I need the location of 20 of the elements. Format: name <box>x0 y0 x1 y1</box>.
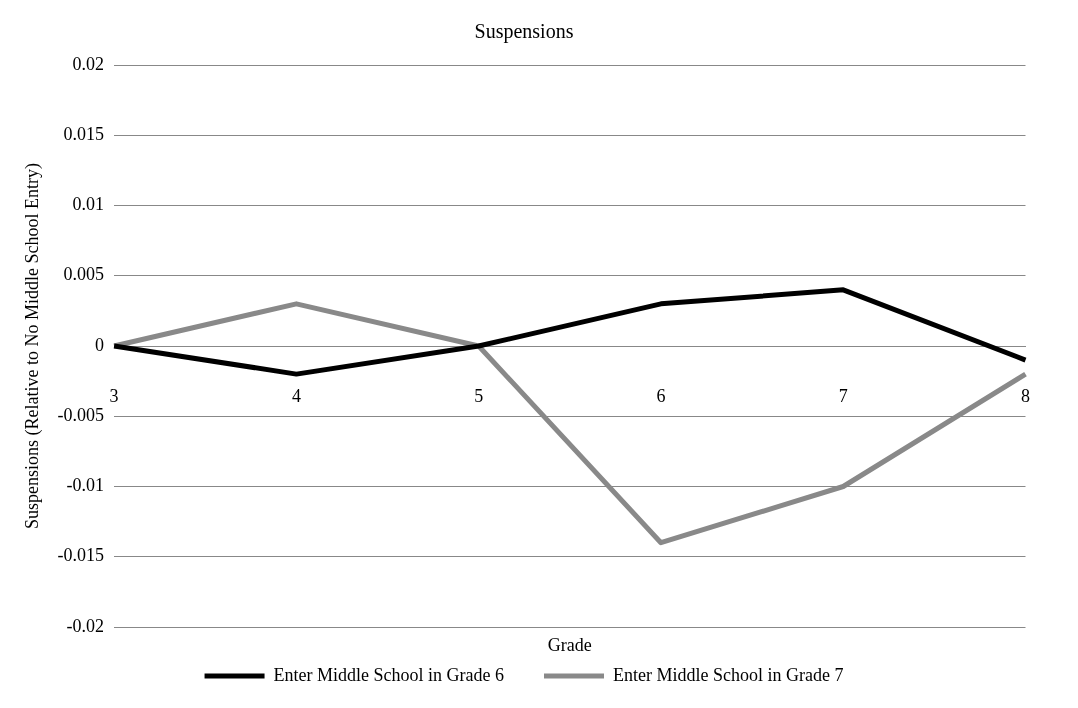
x-tick-label: 4 <box>291 385 301 406</box>
legend-label: Enter Middle School in Grade 6 <box>273 664 504 685</box>
y-tick-label: -0.015 <box>57 545 105 566</box>
x-axis-title: Grade <box>547 634 592 655</box>
y-tick-label: 0.005 <box>63 264 105 285</box>
legend-label: Enter Middle School in Grade 7 <box>613 664 844 685</box>
y-tick-label: -0.02 <box>66 615 105 636</box>
x-tick-label: 7 <box>838 385 848 406</box>
y-tick-label: -0.01 <box>66 475 105 496</box>
chart-title: Suspensions <box>474 20 574 44</box>
x-tick-label: 6 <box>656 385 666 406</box>
x-tick-label: 3 <box>109 385 119 406</box>
y-tick-label: 0 <box>95 334 105 355</box>
x-tick-label: 5 <box>474 385 484 406</box>
y-tick-label: 0.015 <box>63 123 105 144</box>
y-tick-label: -0.005 <box>57 404 105 425</box>
y-tick-label: 0.02 <box>72 53 105 74</box>
y-tick-label: 0.01 <box>72 194 105 215</box>
x-tick-label: 8 <box>1021 385 1030 406</box>
y-axis-title: Suspensions (Relative to No Middle School Entry) <box>21 163 43 529</box>
